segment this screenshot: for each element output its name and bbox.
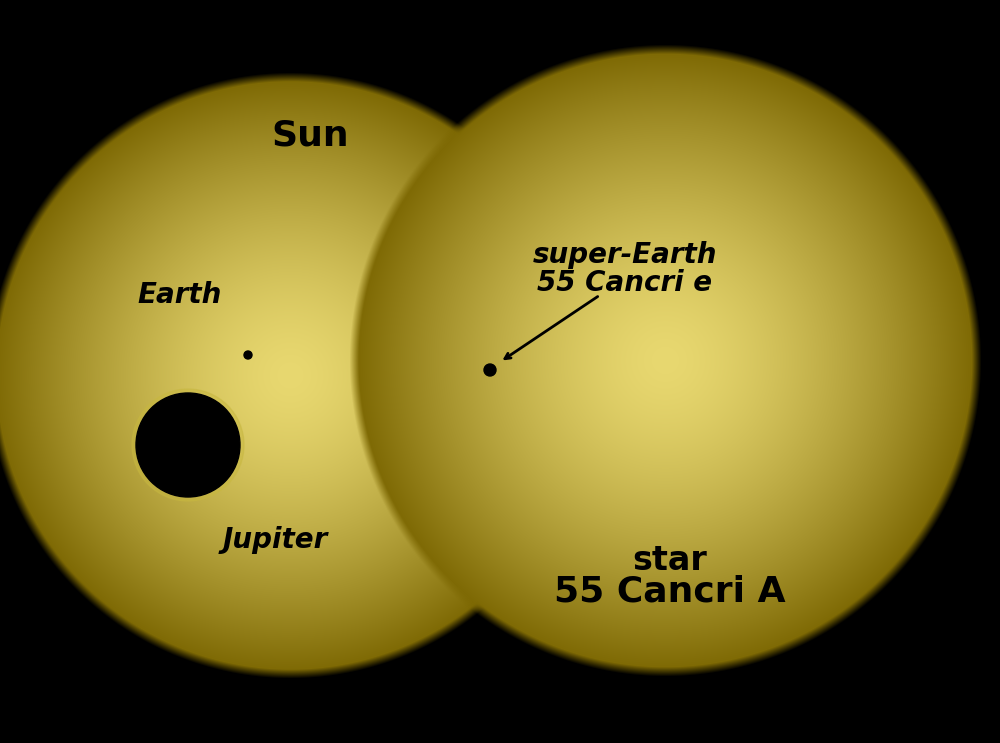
Text: 55 Cancri A: 55 Cancri A bbox=[554, 575, 786, 609]
Text: super-Earth: super-Earth bbox=[533, 241, 717, 269]
Text: star: star bbox=[633, 543, 707, 577]
Circle shape bbox=[484, 364, 496, 376]
Text: 55 Cancri e: 55 Cancri e bbox=[537, 269, 713, 297]
Circle shape bbox=[132, 389, 244, 501]
Text: Sun: Sun bbox=[271, 118, 349, 152]
Text: Jupiter: Jupiter bbox=[222, 526, 328, 554]
Circle shape bbox=[136, 393, 240, 497]
Text: Earth: Earth bbox=[138, 281, 222, 309]
Circle shape bbox=[244, 351, 252, 359]
